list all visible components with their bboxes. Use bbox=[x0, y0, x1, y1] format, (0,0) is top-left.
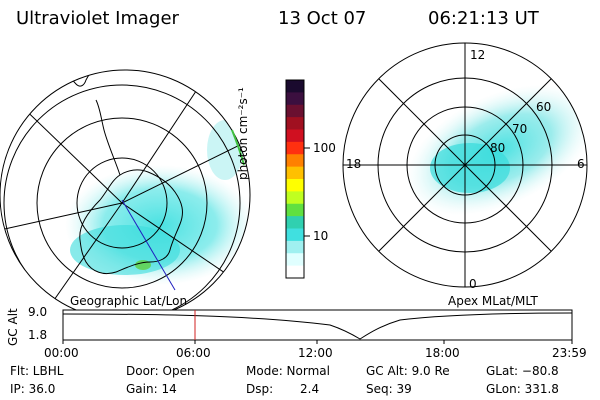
colorbar-segment bbox=[286, 141, 304, 155]
mlat-label-80: 80 bbox=[490, 141, 506, 155]
altitude-curve bbox=[62, 312, 573, 340]
altitude-axis-title: GC Alt bbox=[6, 308, 20, 346]
colorbar-segment bbox=[286, 117, 304, 131]
colorbar-segment bbox=[286, 80, 304, 93]
time-tick-0600: 06:00 bbox=[176, 346, 211, 360]
time-tick-1200: 12:00 bbox=[298, 346, 333, 360]
colorbar-segment bbox=[286, 240, 304, 254]
geographic-label: Geographic Lat/Lon bbox=[70, 294, 188, 308]
info-mode: Mode: Normal bbox=[246, 364, 330, 378]
apex-label: Apex MLat/MLT bbox=[448, 294, 538, 308]
colorbar-segment bbox=[286, 203, 304, 217]
info-door: Door: Open bbox=[126, 364, 195, 378]
geographic-map bbox=[0, 70, 250, 320]
colorbar-segment bbox=[286, 265, 304, 279]
instrument-title: Ultraviolet Imager bbox=[16, 8, 179, 29]
mlt-label-6: 6 bbox=[577, 157, 585, 171]
colorbar-segment bbox=[286, 104, 304, 118]
satellite-track bbox=[121, 199, 176, 291]
time-tick-0000: 00:00 bbox=[44, 346, 79, 360]
antarctic-peninsula bbox=[95, 99, 121, 176]
mlt-label-0: 0 bbox=[469, 277, 477, 291]
colorbar-unit-label: photon cm⁻²s⁻¹ bbox=[236, 87, 250, 180]
colorbar-segment bbox=[286, 154, 304, 168]
info-filter: Flt: LBHL bbox=[10, 364, 64, 378]
mlt-label-12: 12 bbox=[470, 48, 486, 62]
colorbar-frame bbox=[285, 79, 305, 279]
altitude-ytick-9: 9.0 bbox=[28, 305, 48, 319]
info-glon: GLon: 331.8 bbox=[486, 382, 559, 396]
colorbar-segment bbox=[286, 191, 304, 205]
colorbar-segment bbox=[286, 179, 304, 192]
altitude-plot-frame bbox=[62, 309, 573, 341]
colorbar-segment bbox=[286, 129, 304, 143]
info-seq: Seq: 39 bbox=[366, 382, 412, 396]
info-dsp-label: Dsp: bbox=[246, 382, 274, 396]
colorbar-tick-10: 10 bbox=[313, 229, 329, 243]
mlt-label-18: 18 bbox=[346, 157, 362, 171]
mlat-label-70: 70 bbox=[512, 122, 528, 136]
colorbar-segment bbox=[286, 253, 304, 267]
time-tick-2359: 23:59 bbox=[552, 346, 587, 360]
colorbar-tick-100: 100 bbox=[313, 141, 336, 155]
info-glat: GLat: −80.8 bbox=[486, 364, 559, 378]
antarctica-coastline bbox=[79, 169, 183, 275]
info-ip: IP: 36.0 bbox=[10, 382, 56, 396]
time-tick-1800: 18:00 bbox=[425, 346, 460, 360]
colorbar-segment bbox=[286, 228, 304, 242]
altitude-ytick-1.8: 1.8 bbox=[28, 328, 48, 342]
date-label: 13 Oct 07 bbox=[278, 8, 367, 29]
aurora-green-patch bbox=[135, 260, 151, 270]
aurora-emission-left-core bbox=[70, 225, 180, 275]
colorbar-segment bbox=[286, 92, 304, 106]
info-dsp-value: 2.4 bbox=[300, 382, 320, 396]
colorbar-segment bbox=[286, 166, 304, 180]
info-gain: Gain: 14 bbox=[126, 382, 177, 396]
colorbar-segment bbox=[286, 216, 304, 230]
colorbar bbox=[286, 80, 304, 279]
info-gc-alt: GC Alt: 9.0 Re bbox=[366, 364, 450, 378]
mlat-label-60: 60 bbox=[536, 100, 552, 114]
time-label: 06:21:13 UT bbox=[428, 8, 539, 29]
